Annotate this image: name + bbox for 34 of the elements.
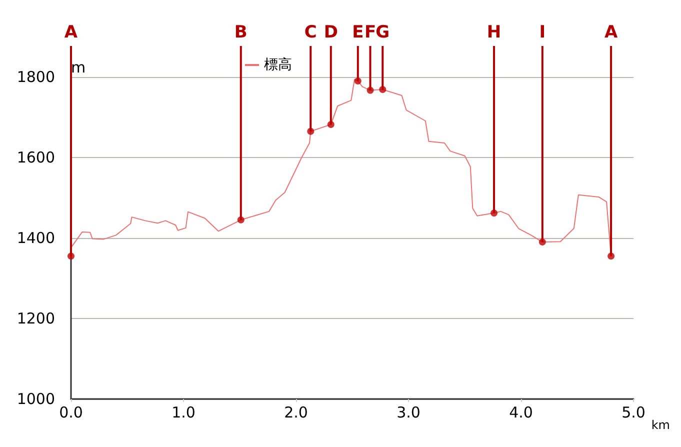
annotation: H xyxy=(486,22,502,42)
y-tick-label: 1800 xyxy=(16,68,55,86)
x-axis-title: km xyxy=(651,418,670,432)
x-tick-label: 5.0 xyxy=(622,404,646,422)
annotation: A xyxy=(604,22,618,42)
annotation: C xyxy=(304,22,317,42)
annotation: B xyxy=(234,22,248,42)
y-tick-label: 1600 xyxy=(16,148,55,166)
point xyxy=(379,86,386,93)
legend-label: 標高 xyxy=(264,57,292,73)
x-tick-label: 1.0 xyxy=(172,404,196,422)
y-tick-label: 1000 xyxy=(16,390,55,408)
y-tick-label: 1200 xyxy=(16,310,55,328)
x-tick-label: 4.0 xyxy=(509,404,533,422)
point xyxy=(608,252,615,260)
annotation: E xyxy=(352,22,364,42)
point xyxy=(366,86,374,94)
annotation: G xyxy=(376,22,390,42)
x-tick-label: 0.0 xyxy=(59,404,83,422)
x-tick-label: 2.0 xyxy=(284,404,308,422)
y-axis-title: m xyxy=(71,58,86,76)
point xyxy=(237,216,244,224)
annotation: D xyxy=(324,22,338,42)
x-tick-label: 3.0 xyxy=(396,404,420,422)
point xyxy=(68,252,74,260)
point xyxy=(354,78,362,85)
annotation: A xyxy=(64,22,78,42)
point xyxy=(307,128,314,135)
point xyxy=(538,238,546,246)
point xyxy=(490,210,498,217)
point xyxy=(327,120,334,128)
annotation: F xyxy=(364,22,376,42)
y-tick-label: 1400 xyxy=(16,229,55,247)
annotation: I xyxy=(539,22,546,42)
